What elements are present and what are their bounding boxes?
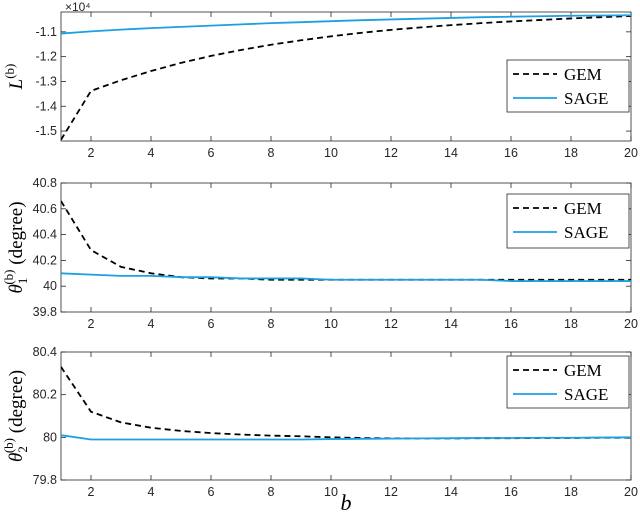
- y-tick-label: 40.8: [33, 176, 57, 190]
- legend: GEM SAGE: [506, 355, 630, 409]
- series-line-sage: [61, 434, 631, 441]
- x-tick-label: 18: [564, 317, 578, 331]
- x-tick-label: 18: [564, 485, 578, 499]
- x-tick-label: 8: [268, 146, 275, 160]
- x-tick-label: 2: [88, 317, 95, 331]
- x-tick-label: 10: [324, 485, 338, 499]
- y-tick-label: -1.3: [35, 74, 57, 88]
- x-tick-label: 20: [624, 485, 638, 499]
- y-tick-label: 40.6: [33, 202, 57, 216]
- y-tick-label: -1.1: [35, 25, 57, 39]
- x-tick-label: 20: [624, 146, 638, 160]
- y-tick-label: -1.5: [35, 124, 57, 138]
- legend-label-sage: SAGE: [564, 89, 608, 108]
- y-tick-label: 80.2: [33, 388, 57, 402]
- y-tick-label: -1.4: [35, 99, 57, 113]
- legend: GEM SAGE: [506, 193, 630, 249]
- x-axis-label: b: [341, 490, 352, 513]
- x-tick-label: 18: [564, 146, 578, 160]
- x-tick-label: 8: [268, 485, 275, 499]
- x-tick-label: 16: [504, 317, 518, 331]
- legend-label-gem: GEM: [564, 361, 602, 380]
- x-tick-label: 20: [624, 317, 638, 331]
- y-tick-label: -1.2: [35, 50, 57, 64]
- x-tick-label: 10: [324, 317, 338, 331]
- x-tick-label: 14: [444, 146, 458, 160]
- series-line-sage: [61, 14, 631, 35]
- y-tick-label: 79.8: [33, 473, 57, 487]
- x-tick-label: 4: [148, 317, 155, 331]
- y-axis-label: θ1(b) (degree): [1, 201, 30, 293]
- y-tick-label: 40: [43, 279, 57, 293]
- x-tick-label: 12: [384, 146, 398, 160]
- y-tick-label: 40.4: [33, 228, 57, 242]
- x-tick-label: 6: [208, 146, 215, 160]
- series-line-gem: [61, 15, 631, 141]
- x-tick-label: 8: [268, 317, 275, 331]
- legend-label-sage: SAGE: [564, 385, 608, 404]
- legend-box: [506, 59, 630, 113]
- x-tick-label: 6: [208, 485, 215, 499]
- x-tick-label: 6: [208, 317, 215, 331]
- y-tick-label: 40.2: [33, 253, 57, 267]
- x-tick-label: 14: [444, 317, 458, 331]
- x-tick-label: 4: [148, 146, 155, 160]
- y-exponent-label: ×10⁴: [65, 0, 91, 14]
- y-tick-label: 39.8: [33, 305, 57, 319]
- x-tick-label: 16: [504, 146, 518, 160]
- chart-panel-2: 2 4 6 8 10 12 14 16 18 20 39.8 40 40.2 40.4 40.6 40.8 GE…: [1, 176, 638, 331]
- x-tick-label: 12: [384, 317, 398, 331]
- legend: GEM SAGE: [506, 59, 630, 113]
- x-tick-label: 2: [88, 485, 95, 499]
- y-tick-label: 80: [43, 430, 57, 444]
- x-tick-label: 2: [88, 146, 95, 160]
- legend-box: [506, 193, 630, 249]
- y-axis-label: θ2(b) (degree): [1, 370, 30, 462]
- x-tick-label: 12: [384, 485, 398, 499]
- legend-box: [506, 355, 630, 409]
- x-tick-label: 4: [148, 485, 155, 499]
- chart-panel-1: 2 4 6 8 10 12 14 16 18 20 -1.5 -1.4 -1.3 -1.2 -1.1 ×10⁴…: [2, 0, 638, 160]
- x-tick-label: 10: [324, 146, 338, 160]
- y-axis-label: L(b): [2, 64, 27, 91]
- y-tick-label: 80.4: [33, 345, 57, 359]
- legend-label-sage: SAGE: [564, 223, 608, 242]
- series-line-sage: [61, 272, 631, 282]
- x-tick-label: 16: [504, 485, 518, 499]
- x-tick-label: 14: [444, 485, 458, 499]
- chart-panel-3: 2 4 6 8 10 12 14 16 18 20 79.8 80 80.2 80.4 GEM SAGE θ2(…: [1, 345, 638, 513]
- legend-label-gem: GEM: [564, 65, 602, 84]
- legend-label-gem: GEM: [564, 199, 602, 218]
